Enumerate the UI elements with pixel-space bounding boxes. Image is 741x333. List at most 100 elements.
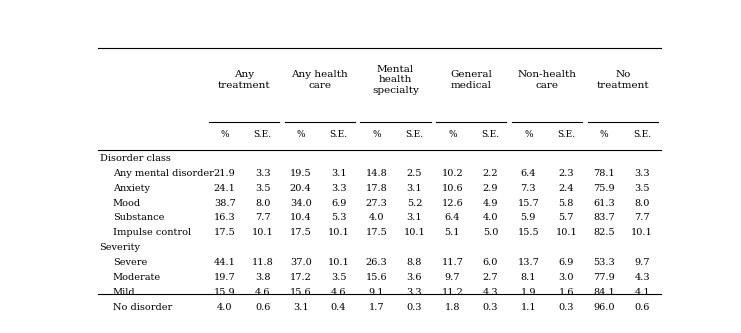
Text: 4.0: 4.0	[217, 303, 233, 312]
Text: 17.5: 17.5	[214, 228, 236, 237]
Text: %: %	[372, 130, 381, 139]
Text: 2.3: 2.3	[559, 169, 574, 178]
Text: 19.5: 19.5	[290, 169, 311, 178]
Text: 3.3: 3.3	[634, 169, 650, 178]
Text: Severe: Severe	[113, 258, 147, 267]
Text: 4.6: 4.6	[255, 288, 270, 297]
Text: 37.0: 37.0	[290, 258, 311, 267]
Text: 4.0: 4.0	[369, 213, 385, 222]
Text: 5.1: 5.1	[445, 228, 460, 237]
Text: 5.7: 5.7	[559, 213, 574, 222]
Text: S.E.: S.E.	[330, 130, 348, 139]
Text: S.E.: S.E.	[482, 130, 499, 139]
Text: 20.4: 20.4	[290, 183, 311, 192]
Text: 15.7: 15.7	[517, 198, 539, 207]
Text: 96.0: 96.0	[594, 303, 615, 312]
Text: 4.3: 4.3	[634, 273, 650, 282]
Text: 6.9: 6.9	[331, 198, 346, 207]
Text: %: %	[296, 130, 305, 139]
Text: 9.7: 9.7	[445, 273, 460, 282]
Text: 3.6: 3.6	[407, 273, 422, 282]
Text: 21.9: 21.9	[214, 169, 236, 178]
Text: Mood: Mood	[113, 198, 141, 207]
Text: 17.8: 17.8	[365, 183, 388, 192]
Text: No
treatment: No treatment	[597, 70, 650, 90]
Text: 83.7: 83.7	[594, 213, 615, 222]
Text: Any mental disorder: Any mental disorder	[113, 169, 213, 178]
Text: Severity: Severity	[99, 243, 141, 252]
Text: 0.3: 0.3	[559, 303, 574, 312]
Text: 8.8: 8.8	[407, 258, 422, 267]
Text: 82.5: 82.5	[594, 228, 615, 237]
Text: %: %	[448, 130, 456, 139]
Text: Mild: Mild	[113, 288, 136, 297]
Text: 4.3: 4.3	[482, 288, 498, 297]
Text: 2.9: 2.9	[482, 183, 498, 192]
Text: 6.4: 6.4	[521, 169, 536, 178]
Text: General
medical: General medical	[451, 70, 492, 90]
Text: 12.6: 12.6	[442, 198, 463, 207]
Text: 10.6: 10.6	[442, 183, 463, 192]
Text: 78.1: 78.1	[594, 169, 615, 178]
Text: 16.3: 16.3	[214, 213, 236, 222]
Text: 10.2: 10.2	[442, 169, 463, 178]
Text: 38.7: 38.7	[214, 198, 236, 207]
Text: 3.5: 3.5	[330, 273, 346, 282]
Text: 6.0: 6.0	[482, 258, 498, 267]
Text: Disorder class: Disorder class	[99, 154, 170, 163]
Text: %: %	[524, 130, 533, 139]
Text: Non-health
care: Non-health care	[518, 70, 576, 90]
Text: 26.3: 26.3	[365, 258, 388, 267]
Text: 3.3: 3.3	[407, 288, 422, 297]
Text: 0.6: 0.6	[255, 303, 270, 312]
Text: 0.4: 0.4	[330, 303, 346, 312]
Text: 17.5: 17.5	[290, 228, 311, 237]
Text: 14.8: 14.8	[365, 169, 388, 178]
Text: 8.0: 8.0	[255, 198, 270, 207]
Text: S.E.: S.E.	[557, 130, 575, 139]
Text: 8.0: 8.0	[634, 198, 650, 207]
Text: 2.2: 2.2	[482, 169, 498, 178]
Text: 17.2: 17.2	[290, 273, 311, 282]
Text: 17.5: 17.5	[365, 228, 388, 237]
Text: 5.9: 5.9	[521, 213, 536, 222]
Text: 11.8: 11.8	[252, 258, 273, 267]
Text: Any health
care: Any health care	[291, 70, 348, 90]
Text: 75.9: 75.9	[594, 183, 615, 192]
Text: 4.6: 4.6	[330, 288, 346, 297]
Text: 5.2: 5.2	[407, 198, 422, 207]
Text: 4.9: 4.9	[482, 198, 498, 207]
Text: 10.4: 10.4	[290, 213, 311, 222]
Text: 27.3: 27.3	[365, 198, 388, 207]
Text: 1.1: 1.1	[520, 303, 536, 312]
Text: 3.5: 3.5	[634, 183, 650, 192]
Text: 7.3: 7.3	[520, 183, 536, 192]
Text: Mental
health
specialty: Mental health specialty	[372, 65, 419, 95]
Text: 1.6: 1.6	[559, 288, 574, 297]
Text: 5.3: 5.3	[330, 213, 346, 222]
Text: 84.1: 84.1	[594, 288, 615, 297]
Text: 19.7: 19.7	[214, 273, 236, 282]
Text: 15.6: 15.6	[366, 273, 388, 282]
Text: 5.0: 5.0	[482, 228, 498, 237]
Text: 15.5: 15.5	[517, 228, 539, 237]
Text: 10.1: 10.1	[404, 228, 425, 237]
Text: 0.3: 0.3	[407, 303, 422, 312]
Text: 15.9: 15.9	[214, 288, 236, 297]
Text: 3.1: 3.1	[407, 183, 422, 192]
Text: 3.1: 3.1	[293, 303, 308, 312]
Text: 9.1: 9.1	[369, 288, 385, 297]
Text: 7.7: 7.7	[255, 213, 270, 222]
Text: 13.7: 13.7	[517, 258, 539, 267]
Text: 0.3: 0.3	[482, 303, 498, 312]
Text: 3.1: 3.1	[330, 169, 346, 178]
Text: 1.7: 1.7	[369, 303, 385, 312]
Text: Impulse control: Impulse control	[113, 228, 191, 237]
Text: 11.7: 11.7	[442, 258, 463, 267]
Text: 34.0: 34.0	[290, 198, 311, 207]
Text: 4.1: 4.1	[634, 288, 650, 297]
Text: 1.9: 1.9	[521, 288, 536, 297]
Text: 3.0: 3.0	[559, 273, 574, 282]
Text: %: %	[600, 130, 608, 139]
Text: 0.6: 0.6	[634, 303, 650, 312]
